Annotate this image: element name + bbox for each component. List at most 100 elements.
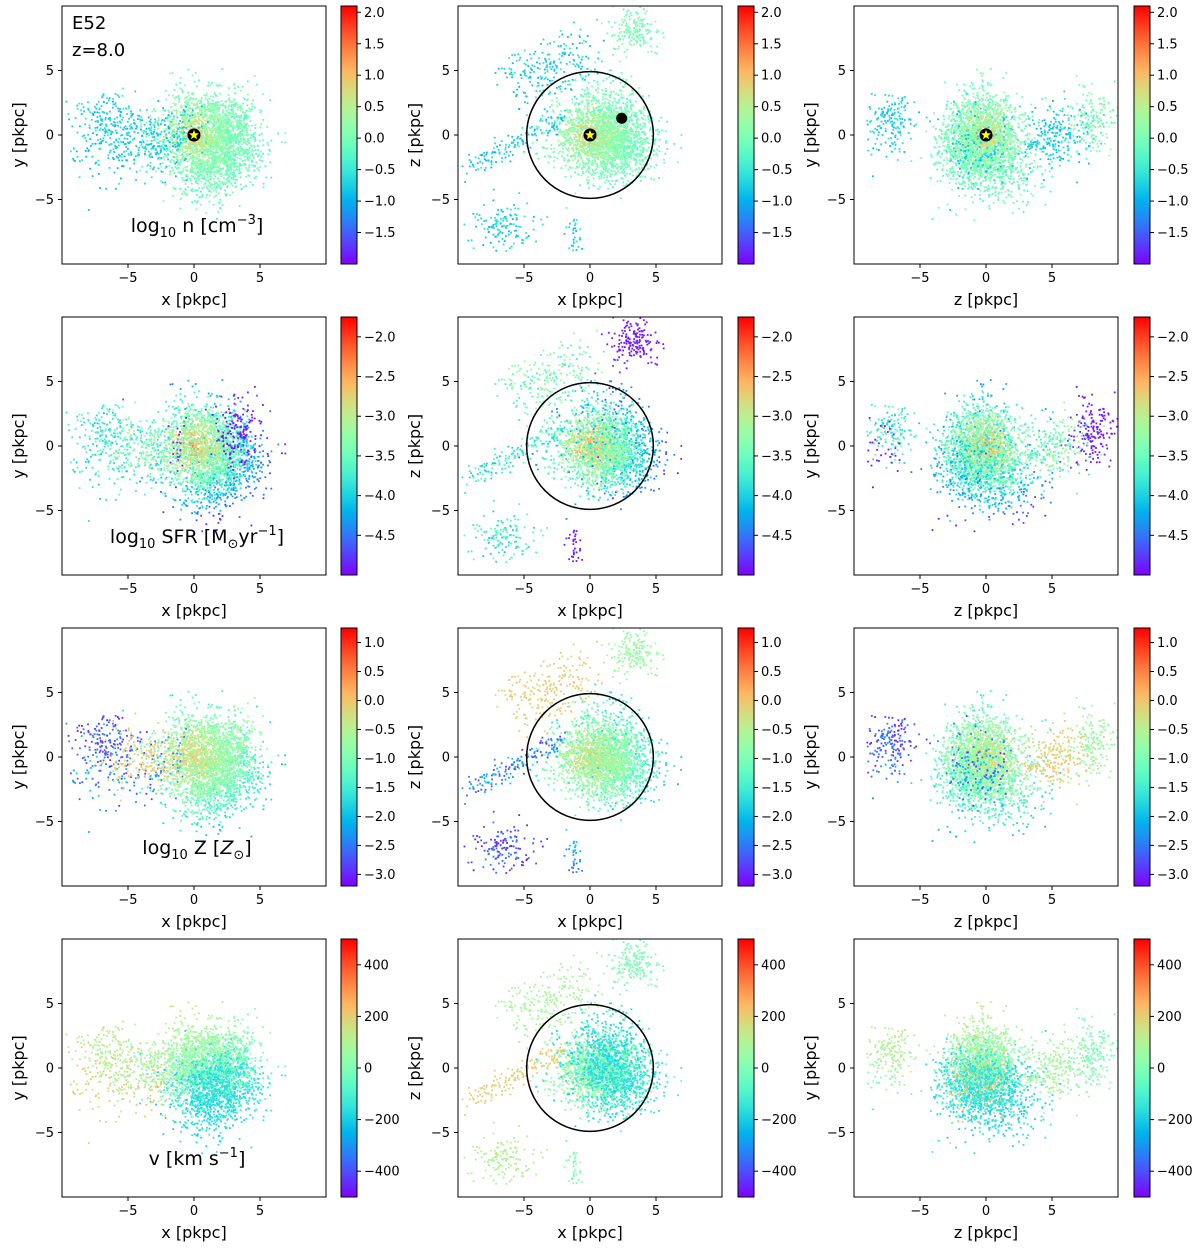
data-point [133,131,136,133]
data-point [217,211,220,213]
data-point [259,140,261,142]
data-point [129,135,132,138]
data-point [237,149,239,152]
data-point [628,131,631,133]
data-point [212,148,215,151]
data-point [193,103,196,106]
data-point [194,157,197,160]
data-point [596,137,598,140]
data-point [618,98,621,101]
data-point [78,102,81,105]
data-point [603,147,605,149]
data-point [216,126,219,128]
data-point [250,102,253,105]
data-point [240,150,243,152]
data-point [145,148,148,151]
data-point [74,160,76,162]
data-point [137,154,139,156]
data-point [253,75,256,77]
data-point [641,95,644,98]
data-point [157,138,159,141]
data-point [163,135,166,138]
data-point [182,141,184,144]
data-point [222,129,225,131]
data-point [611,151,614,154]
data-point [99,117,102,120]
data-point [241,133,243,135]
data-point [595,124,598,127]
data-point [140,128,142,131]
data-point [569,122,571,124]
data-point [648,146,650,149]
data-point [202,156,204,159]
data-point [251,153,254,155]
data-point [179,82,182,84]
data-point [189,96,192,99]
data-point [610,110,613,113]
data-point [578,117,581,120]
data-point [193,148,196,151]
data-point [103,127,106,130]
data-point [602,122,605,125]
data-point [211,165,214,168]
data-point [218,141,220,144]
data-point [197,121,200,124]
data-point [157,125,160,128]
data-point [212,95,215,98]
data-point [152,146,154,148]
data-point [610,139,613,141]
data-point [600,124,603,126]
data-point [229,132,231,135]
data-point [219,187,222,190]
data-point [547,155,550,157]
data-point [175,96,178,98]
data-point [625,131,628,133]
data-point [590,153,592,155]
data-point [208,110,211,113]
data-point [171,110,173,113]
data-point [197,165,200,168]
data-point [635,119,638,121]
colorbar [340,5,358,265]
data-point [227,118,229,121]
data-point [194,146,197,148]
data-point [622,154,625,156]
data-point [628,94,631,97]
data-point [585,112,587,115]
data-point [163,153,166,156]
data-point [572,127,575,130]
data-point [179,87,182,90]
data-point [112,157,114,159]
data-point [621,139,624,142]
data-point [114,124,117,126]
data-point [557,152,560,155]
data-point [624,122,626,125]
data-point [211,142,214,145]
data-point [234,138,236,140]
data-point [586,182,589,185]
data-point [239,139,241,142]
data-point [600,173,603,176]
data-point [95,161,97,164]
data-point [580,113,583,115]
data-point [230,141,233,144]
data-point [80,109,82,112]
data-point [604,97,607,100]
data-point [592,125,594,128]
data-point [221,110,224,113]
data-point [585,157,588,160]
data-point [234,102,237,105]
data-point [227,173,229,175]
data-point [602,111,605,114]
data-point [605,135,608,137]
data-point [626,114,629,117]
data-point [586,108,589,111]
data-point [193,112,196,115]
data-point [257,149,260,151]
data-point [173,156,175,159]
data-point [215,161,217,164]
data-point [596,109,599,112]
data-point [610,145,612,148]
data-point [198,168,201,171]
data-point [213,139,215,142]
